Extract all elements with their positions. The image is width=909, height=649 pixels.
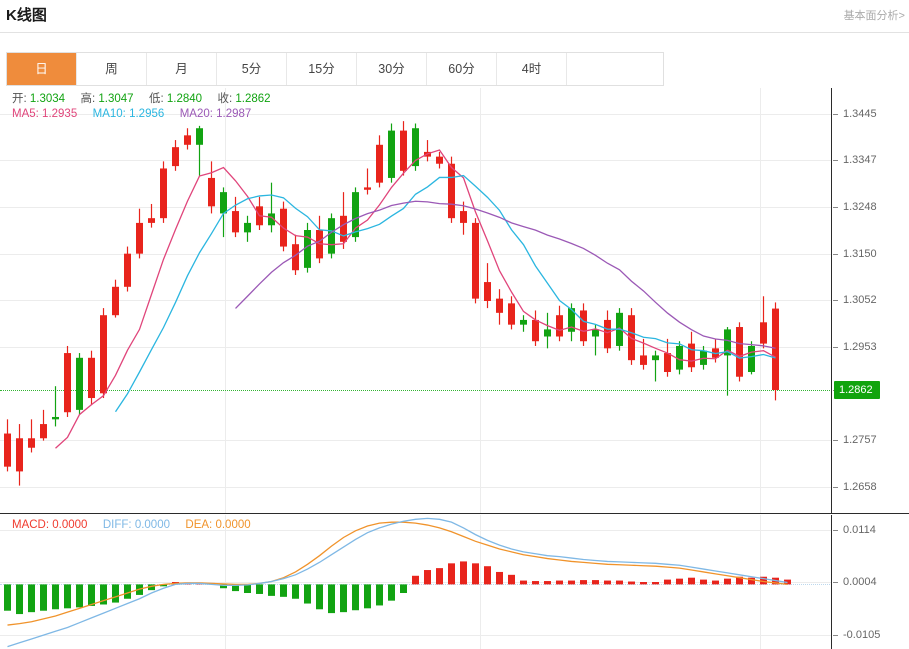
diff-line — [7, 517, 788, 648]
tab-label: 15分 — [308, 62, 335, 76]
price-gridline — [0, 486, 831, 488]
current-price-line — [0, 389, 831, 391]
macd-gridline — [0, 529, 831, 531]
macd-pane: 0.0114 0.0004 -0.0105 MACD: 0.0000 DIFF: 0… — [0, 515, 909, 649]
ma-line-5 — [55, 149, 776, 449]
price-plot[interactable] — [0, 88, 832, 513]
tab-week[interactable]: 周 — [77, 53, 147, 85]
current-price-badge: 1.2862 — [834, 380, 880, 399]
price-axis-tick — [833, 300, 838, 302]
price-gridline-vertical — [225, 88, 226, 513]
macd-plot[interactable] — [0, 515, 832, 649]
price-gridline-vertical — [480, 88, 481, 513]
price-axis-tick — [833, 439, 838, 441]
period-tabbar: 日 周 月 5分 15分 30分 60分 4时 — [6, 52, 664, 86]
tab-4hour[interactable]: 4时 — [497, 53, 567, 85]
tab-label: 5分 — [241, 62, 262, 76]
price-gridline — [0, 300, 831, 302]
candlestick-series — [4, 121, 779, 486]
price-pane: 1.3445 1.3347 1.3248 1.3150 1.3052 1.2953 1.27… — [0, 88, 909, 514]
price-axis-tick — [833, 486, 838, 488]
price-axis-tick — [833, 114, 838, 116]
price-axis-label: 1.3150 — [843, 247, 877, 260]
tab-month[interactable]: 月 — [147, 53, 217, 85]
macd-axis: 0.0114 0.0004 -0.0105 — [833, 515, 909, 649]
tab-label: 30分 — [378, 62, 405, 76]
price-axis-tick — [833, 253, 838, 255]
tab-label: 月 — [175, 62, 188, 76]
price-axis-label: 1.2757 — [843, 433, 877, 446]
price-axis-label: 1.3052 — [843, 294, 877, 307]
price-gridline — [0, 114, 831, 116]
price-gridline — [0, 346, 831, 348]
macd-axis-tick — [833, 529, 838, 531]
macd-gridline — [0, 634, 831, 636]
tab-15min[interactable]: 15分 — [287, 53, 357, 85]
tab-label: 60分 — [448, 62, 475, 76]
price-gridline-vertical — [760, 88, 761, 513]
chart-area: 1.3445 1.3347 1.3248 1.3150 1.3052 1.2953 1.27… — [0, 88, 909, 649]
macd-axis-label: 0.0004 — [843, 576, 877, 589]
tab-label: 4时 — [521, 62, 542, 76]
price-gridline — [0, 253, 831, 255]
tab-5min[interactable]: 5分 — [217, 53, 287, 85]
macd-gridline-vertical — [225, 515, 226, 649]
ma-line-10 — [114, 174, 776, 413]
page-header: K线图 基本面分析> — [0, 0, 909, 33]
price-axis-tick — [833, 160, 838, 162]
macd-zero-line — [0, 584, 831, 586]
tab-day[interactable]: 日 — [7, 53, 77, 85]
macd-axis-label: -0.0105 — [843, 628, 881, 641]
price-axis-label: 1.2953 — [843, 340, 877, 353]
tab-label: 日 — [35, 62, 48, 76]
price-axis: 1.3445 1.3347 1.3248 1.3150 1.3052 1.2953 1.27… — [833, 88, 909, 513]
price-axis-tick — [833, 207, 838, 209]
price-axis-label: 1.3445 — [843, 108, 877, 121]
tab-30min[interactable]: 30分 — [357, 53, 427, 85]
tabbar-filler — [567, 53, 663, 85]
price-axis-tick — [833, 346, 838, 348]
tab-label: 周 — [105, 62, 118, 76]
macd-series — [4, 517, 791, 648]
price-axis-label: 1.2658 — [843, 480, 877, 493]
macd-gridline-vertical — [480, 515, 481, 649]
price-axis-label: 1.3347 — [843, 154, 877, 167]
price-axis-label: 1.3248 — [843, 201, 877, 214]
price-gridline — [0, 207, 831, 209]
tab-60min[interactable]: 60分 — [427, 53, 497, 85]
ma-line-20 — [235, 200, 776, 349]
price-gridline — [0, 439, 831, 441]
macd-axis-tick — [833, 582, 838, 584]
macd-axis-tick — [833, 634, 838, 636]
macd-axis-label: 0.0114 — [843, 523, 876, 536]
fundamental-analysis-link[interactable]: 基本面分析> — [843, 10, 905, 22]
dea-line — [7, 521, 788, 626]
page-title: K线图 — [6, 7, 47, 24]
